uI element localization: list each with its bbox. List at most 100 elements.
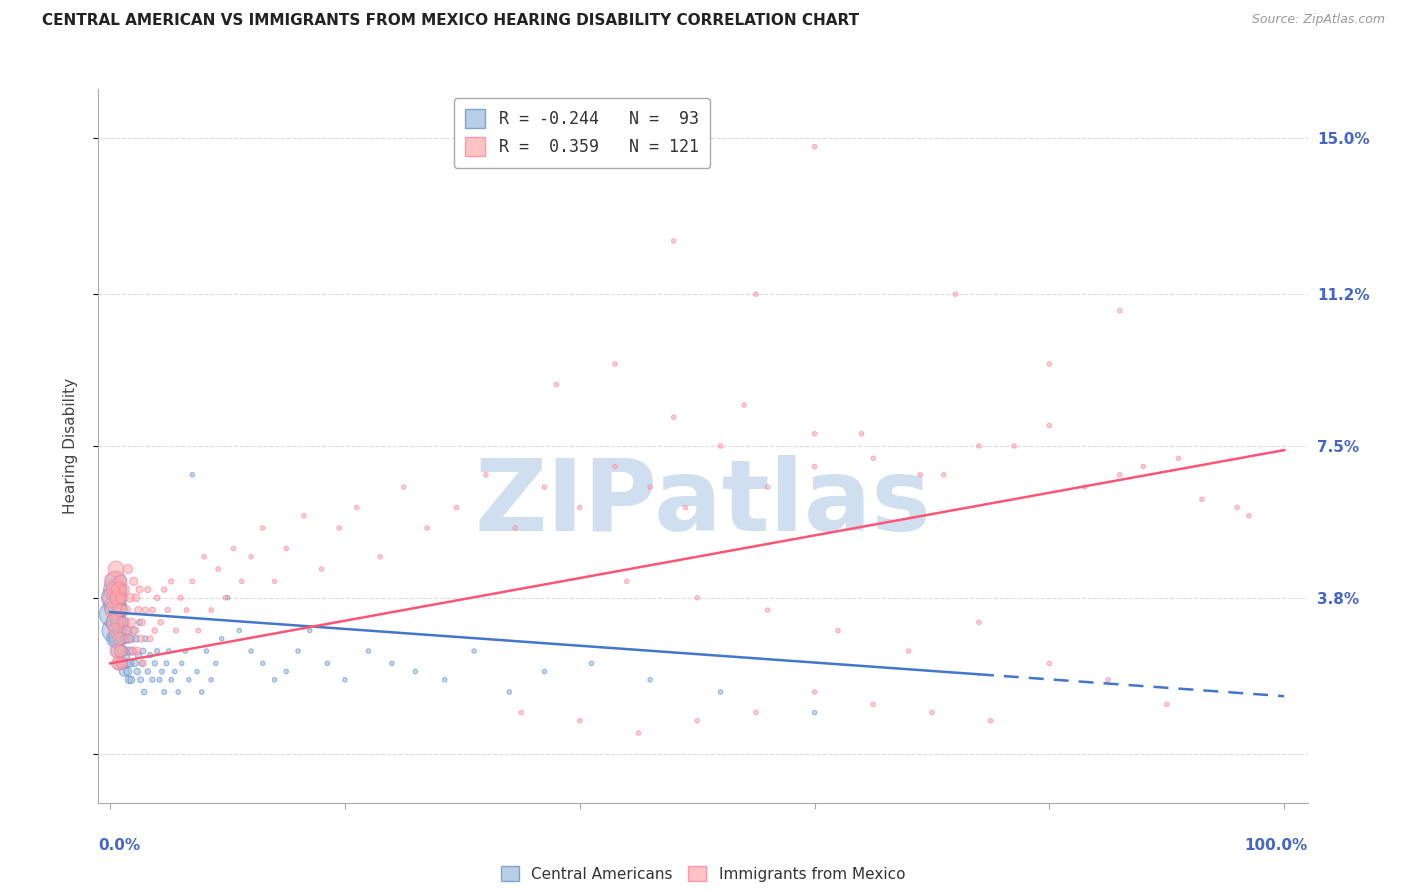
Point [127, 648, 149, 662]
Point [446, 500, 468, 515]
Point [433, 673, 456, 687]
Point [603, 459, 626, 474]
Point [662, 234, 685, 248]
Point [107, 657, 129, 671]
Point [157, 644, 180, 658]
Point [128, 615, 150, 630]
Point [533, 665, 555, 679]
Point [756, 603, 779, 617]
Point [150, 665, 173, 679]
Point [103, 603, 125, 617]
Point [368, 549, 391, 564]
Point [118, 644, 141, 658]
Point [104, 582, 127, 597]
Point [263, 574, 285, 589]
Point [143, 657, 166, 671]
Text: Source: ZipAtlas.com: Source: ZipAtlas.com [1251, 13, 1385, 27]
Point [134, 685, 156, 699]
Point [193, 549, 215, 564]
Point [107, 615, 129, 630]
Point [160, 673, 183, 687]
Point [101, 607, 124, 622]
Point [328, 521, 350, 535]
Point [112, 644, 135, 658]
Point [139, 648, 162, 662]
Point [967, 615, 990, 630]
Point [129, 673, 152, 687]
Point [136, 582, 159, 597]
Legend: Central Americans, Immigrants from Mexico: Central Americans, Immigrants from Mexic… [495, 860, 911, 888]
Point [105, 603, 128, 617]
Point [710, 685, 733, 699]
Point [463, 644, 485, 658]
Point [228, 624, 250, 638]
Point [211, 632, 233, 646]
Point [346, 500, 368, 515]
Point [153, 685, 176, 699]
Point [121, 644, 143, 658]
Point [333, 673, 356, 687]
Point [862, 698, 884, 712]
Point [108, 599, 131, 613]
Point [603, 357, 626, 371]
Point [146, 591, 169, 605]
Text: CENTRAL AMERICAN VS IMMIGRANTS FROM MEXICO HEARING DISABILITY CORRELATION CHART: CENTRAL AMERICAN VS IMMIGRANTS FROM MEXI… [42, 13, 859, 29]
Point [686, 714, 709, 728]
Point [357, 644, 380, 658]
Point [125, 632, 148, 646]
Point [207, 562, 229, 576]
Point [105, 632, 128, 646]
Point [252, 521, 274, 535]
Point [231, 574, 253, 589]
Point [276, 541, 298, 556]
Point [105, 591, 128, 605]
Point [276, 665, 298, 679]
Point [141, 603, 163, 617]
Point [122, 624, 145, 638]
Point [222, 541, 245, 556]
Point [510, 706, 533, 720]
Point [114, 632, 136, 646]
Point [214, 591, 236, 605]
Point [316, 657, 339, 671]
Point [115, 624, 138, 638]
Point [733, 398, 755, 412]
Point [897, 644, 920, 658]
Point [240, 549, 263, 564]
Point [1156, 698, 1178, 712]
Point [120, 673, 142, 687]
Point [921, 706, 943, 720]
Point [638, 673, 661, 687]
Point [1226, 500, 1249, 515]
Point [568, 714, 591, 728]
Point [110, 644, 132, 658]
Point [673, 500, 696, 515]
Point [292, 508, 315, 523]
Point [105, 582, 128, 597]
Point [127, 603, 149, 617]
Point [1191, 492, 1213, 507]
Point [190, 685, 212, 699]
Point [131, 657, 153, 671]
Point [475, 467, 498, 482]
Point [1038, 418, 1060, 433]
Point [1073, 480, 1095, 494]
Point [1132, 459, 1154, 474]
Point [111, 632, 134, 646]
Point [114, 603, 136, 617]
Point [129, 632, 152, 646]
Point [131, 615, 153, 630]
Point [105, 624, 128, 638]
Point [117, 562, 139, 576]
Point [128, 582, 150, 597]
Point [110, 574, 132, 589]
Point [163, 665, 186, 679]
Point [176, 603, 198, 617]
Text: 100.0%: 100.0% [1244, 838, 1308, 854]
Point [120, 591, 142, 605]
Point [118, 673, 141, 687]
Point [745, 706, 768, 720]
Point [932, 467, 955, 482]
Point [616, 574, 638, 589]
Point [149, 615, 172, 630]
